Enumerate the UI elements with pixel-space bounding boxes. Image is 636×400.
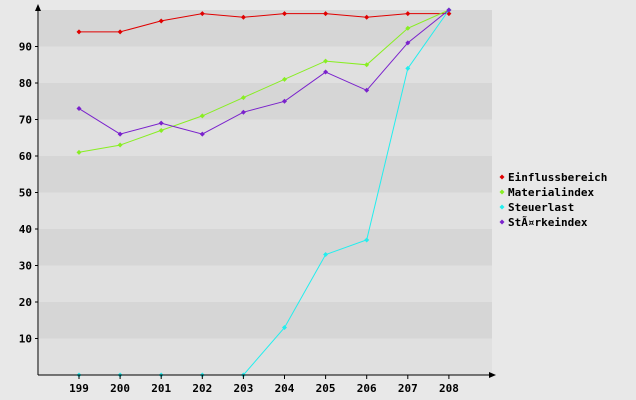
y-tick-label: 30: [19, 260, 32, 273]
data-point: [199, 131, 205, 137]
x-tick-label: 202: [192, 382, 212, 395]
y-tick-label: 10: [19, 333, 32, 346]
y-axis-arrow: [35, 4, 41, 11]
y-tick-label: 20: [19, 296, 32, 309]
x-tick-label: 199: [69, 382, 89, 395]
grid-band: [39, 46, 492, 83]
series-layer: [76, 7, 452, 378]
data-point: [323, 58, 329, 64]
x-tick-label: 208: [439, 382, 459, 395]
grid-band: [39, 119, 492, 156]
data-point: [76, 106, 82, 112]
legend-marker: [499, 174, 505, 180]
x-tick-label: 207: [398, 382, 418, 395]
grid-bands: [39, 10, 492, 375]
grid-band: [39, 156, 492, 193]
data-point: [323, 11, 329, 17]
grid-band: [39, 338, 492, 375]
data-point: [199, 113, 205, 119]
series-line: [79, 13, 449, 33]
data-point: [282, 11, 287, 17]
grid-band: [39, 265, 492, 302]
grid-band: [39, 229, 492, 266]
legend-entry: Materialindex: [508, 186, 594, 199]
data-point: [117, 29, 123, 35]
data-point: [405, 11, 411, 17]
data-point: [282, 76, 287, 82]
data-point: [323, 69, 329, 75]
y-tick-label: 80: [19, 77, 32, 90]
x-ticks: 199 200 201 202 203 204 205 206 207 208: [69, 375, 459, 395]
data-point: [323, 252, 329, 258]
data-point: [364, 14, 370, 20]
x-tick-label: 201: [151, 382, 171, 395]
data-point: [199, 11, 205, 17]
legend-marker: [499, 219, 505, 225]
legend-marker: [499, 204, 505, 210]
grid-band: [39, 302, 492, 339]
y-ticks: 10 20 30 40 50 60 70 80 90: [19, 41, 38, 346]
x-tick-label: 203: [233, 382, 253, 395]
y-tick-label: 40: [19, 223, 32, 236]
data-point: [364, 237, 370, 243]
y-tick-label: 60: [19, 150, 32, 163]
series-line: [78, 9, 450, 135]
data-point: [240, 14, 246, 20]
data-point: [240, 109, 246, 115]
data-point: [405, 65, 411, 71]
y-tick-label: 70: [19, 114, 32, 127]
legend: Einflussbereich Materialindex Steuerlast St…: [499, 171, 607, 229]
x-tick-label: 205: [316, 382, 336, 395]
data-point: [240, 95, 246, 101]
data-point: [446, 7, 452, 13]
data-point: [76, 29, 82, 35]
data-point: [364, 87, 370, 93]
axes: [35, 4, 496, 378]
series-3: [76, 7, 452, 137]
x-tick-label: 204: [275, 382, 295, 395]
grid-band: [39, 192, 492, 229]
legend-marker: [499, 189, 505, 195]
data-point: [282, 98, 287, 104]
series-0: [76, 11, 452, 35]
y-tick-label: 90: [19, 41, 32, 54]
legend-entry: StÃ¤rkeindex: [508, 216, 588, 229]
data-point: [405, 40, 411, 46]
grid-band: [39, 10, 492, 47]
data-point: [158, 127, 164, 133]
x-tick-label: 200: [110, 382, 130, 395]
data-point: [364, 62, 370, 68]
series-line: [78, 9, 450, 153]
data-point: [282, 325, 287, 331]
data-point: [405, 25, 411, 31]
y-tick-label: 50: [19, 187, 32, 200]
data-point: [117, 131, 123, 137]
data-point: [158, 18, 164, 24]
data-point: [117, 142, 123, 148]
series-1: [76, 7, 452, 155]
data-point: [76, 149, 82, 155]
x-tick-label: 206: [357, 382, 377, 395]
grid-band: [39, 83, 492, 120]
x-axis-arrow: [489, 372, 496, 378]
legend-entry: Steuerlast: [508, 201, 574, 214]
data-point: [158, 120, 164, 126]
legend-entry: Einflussbereich: [508, 171, 607, 184]
